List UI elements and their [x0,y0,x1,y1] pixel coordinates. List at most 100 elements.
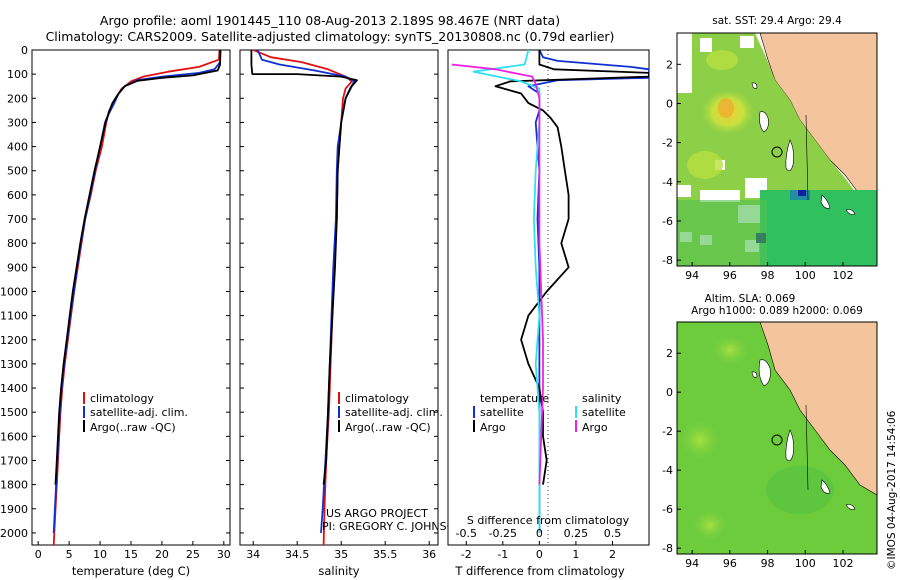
legend-title-salinity: salinity [582,392,622,405]
series-line [451,63,544,485]
difference-legend: temperature satellite Argo salinity sate… [473,392,626,434]
difference-axis-ticks: -2 -1 0 1 2 [461,541,616,561]
sst-map-frame [676,32,878,267]
sla-map-frame [676,321,878,555]
sst-map-ticks: 94 96 98 100 102 2 0 -2 -4 -6 -8 [662,58,854,282]
x-tick-label: 36 [422,548,436,561]
salinity-axis-ticks: 34 34.5 35 35.5 36 [246,541,436,561]
temperature-axis-ticks: 0 5 10 15 20 25 30 [35,541,231,561]
timestamp-stamp: ©IMOS 04-Aug-2017 14:54:06 [886,410,898,570]
y-tick-label: 1300 [0,358,28,371]
lat-tick-label: -8 [662,542,673,555]
figure-title-line1: Argo profile: aoml 1901445_110 08-Aug-20… [99,13,561,28]
lon-tick-label: 102 [833,269,854,282]
series-line [494,50,649,485]
y-tick-label: 800 [7,237,28,250]
x-tick-label: 15 [124,548,138,561]
x-tick-label: 35 [334,548,348,561]
y-tick-label: 400 [7,141,28,154]
sst-map-image [677,33,877,266]
legend-label-satellite: satellite-adj. clim. [345,406,443,419]
temperature-axis-label: temperature (deg C) [72,564,190,578]
lat-tick-label: 0 [666,97,673,110]
temperature-plot-frame [31,49,231,546]
x-tick-label: 20 [155,548,169,561]
difference-plot-frame [447,49,650,546]
lon-tick-label: 100 [795,557,816,570]
float-marker [771,146,783,158]
y-tick-label: 0 [21,44,28,57]
lat-tick-label: 2 [666,347,673,360]
y-tick-label: 1700 [0,454,28,467]
y-tick-label: 700 [7,213,28,226]
series-line [54,50,222,485]
temperature-panel: 0100200300400500600700800900100011001200… [0,44,231,578]
salinity-plot-frame [239,49,439,546]
y-tick-label: 1000 [0,285,28,298]
y-tick-label: 1100 [0,310,28,323]
lat-tick-label: -2 [662,137,673,150]
temperature-difference-axis-label: T difference from climatology [454,564,625,578]
salinity-axis-label: salinity [318,564,359,578]
figure-title-line2: Climatology: CARS2009. Satellite-adjuste… [45,29,615,44]
y-tick-label: 200 [7,92,28,105]
lon-tick-label: 98 [761,557,775,570]
legend-label-temp-satellite: satellite [480,406,524,419]
legend-label-climatology: climatology [90,392,154,405]
y-tick-label: 1800 [0,479,28,492]
lat-tick-label: -4 [662,464,673,477]
sla-map-image [677,322,877,554]
difference-panel: -2 -1 0 1 2 S difference from climatology -0… [447,49,650,578]
legend-title-temperature: temperature [480,392,549,405]
y-tick-label: 1900 [0,503,28,516]
salinity-panel: 34 34.5 35 35.5 36 salinity climatology sate… [239,49,463,578]
x2-tick-label: 0 [536,527,543,540]
salinity-series [250,50,358,545]
legend-label-argo: Argo(..raw -QC) [90,421,176,434]
series-line [472,50,541,533]
sla-map-panel: Altim. SLA: 0.069 Argo h1000: 0.089 h200… [662,293,878,570]
x-tick-label: 10 [93,548,107,561]
y-tick-label: 1200 [0,334,28,347]
salinity-difference-axis-label: S difference from climatology [467,514,630,527]
temperature-series [52,50,222,545]
x-tick-label: 2 [609,548,616,561]
project-annotation-line2: PI: GREGORY C. JOHNSON [322,520,463,533]
x2-tick-label: 0.25 [564,527,589,540]
x-tick-label: 5 [66,548,73,561]
salinity-depth-ticks [240,49,438,534]
legend-label-sal-satellite: satellite [582,406,626,419]
x-tick-label: 0 [35,548,42,561]
x-tick-label: 1 [572,548,579,561]
x2-tick-label: -0.25 [489,527,517,540]
lat-tick-label: 2 [666,58,673,71]
lon-tick-label: 96 [723,269,737,282]
y-tick-label: 2000 [0,527,28,540]
x-tick-label: 0 [536,548,543,561]
lon-tick-label: 100 [795,269,816,282]
salinity-difference-ticks: -0.5 -0.25 0 0.25 0.5 [456,527,622,540]
sla-map-ticks: 94 96 98 100 102 2 0 -2 -4 -6 -8 [662,347,854,570]
lat-tick-label: -6 [662,215,673,228]
float-marker [771,434,783,446]
lat-tick-label: -4 [662,176,673,189]
project-annotation-line1: US ARGO PROJECT [326,507,428,520]
sst-map-title: sat. SST: 29.4 Argo: 29.4 [712,15,842,27]
legend-label-temp-argo: Argo [480,421,506,434]
lon-tick-label: 102 [833,557,854,570]
y-tick-label: 600 [7,189,28,202]
y-tick-label: 1400 [0,382,28,395]
legend-label-argo: Argo(..raw -QC) [345,421,431,434]
lat-tick-label: -2 [662,425,673,438]
difference-series [451,50,649,533]
x-tick-label: -2 [461,548,472,561]
lon-tick-label: 98 [761,269,775,282]
temperature-legend: climatology satellite-adj. clim. Argo(..… [83,392,188,434]
x-tick-label: 30 [217,548,231,561]
lon-tick-label: 96 [723,557,737,570]
x-tick-label: 35.5 [373,548,398,561]
y-tick-label: 900 [7,261,28,274]
salinity-legend: climatology satellite-adj. clim. Argo(..… [338,392,443,434]
